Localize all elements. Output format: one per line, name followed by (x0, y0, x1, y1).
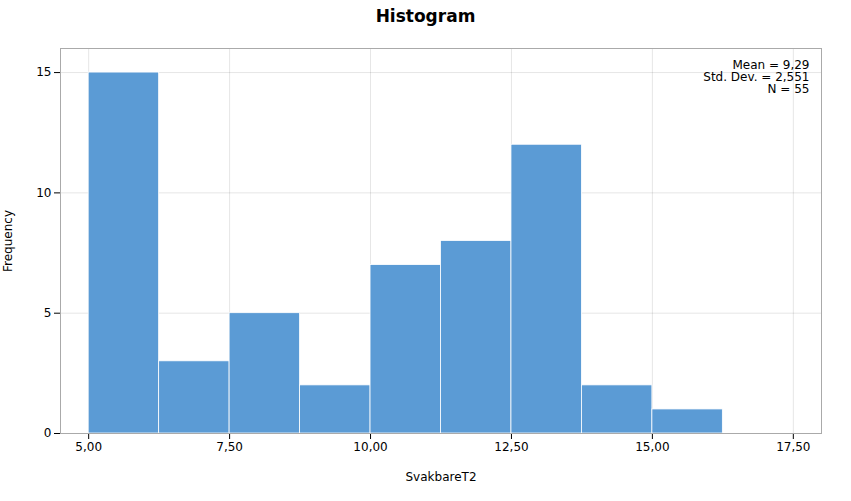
svg-text:10: 10 (36, 186, 51, 200)
svg-text:12,50: 12,50 (494, 440, 528, 454)
svg-text:0: 0 (44, 426, 52, 440)
html-text:Histogram: Histogram (375, 6, 476, 26)
svg-text:Mean = 9,29Std. Dev. = 2,551N: Mean = 9,29Std. Dev. = 2,551N = 55 (703, 58, 809, 96)
svg-text:SvakbareT2: SvakbareT2 (405, 470, 476, 484)
svg-text:10,00: 10,00 (353, 440, 387, 454)
svg-text:7,50: 7,50 (216, 440, 243, 454)
svg-text:Frequency: Frequency (1, 210, 15, 272)
svg-text:17,50: 17,50 (776, 440, 810, 454)
svg-text:15: 15 (36, 65, 51, 79)
svg-text:5,00: 5,00 (75, 440, 102, 454)
svg-text:15,00: 15,00 (635, 440, 669, 454)
svg-text:5: 5 (44, 306, 52, 320)
